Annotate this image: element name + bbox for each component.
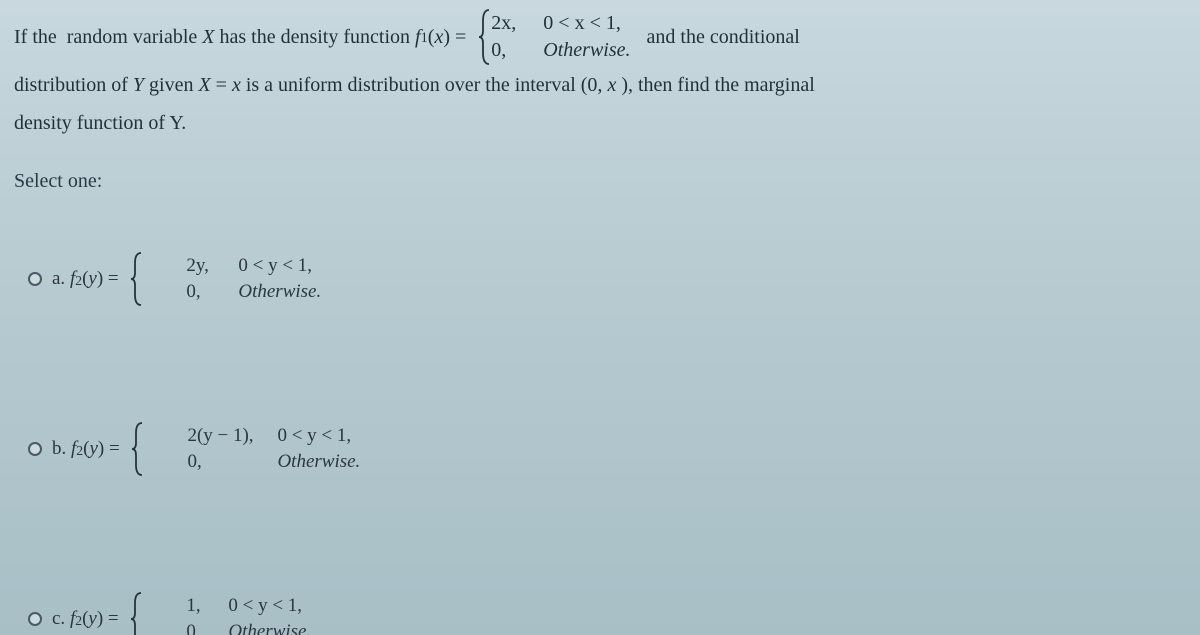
- options-list: a. f 2 ( y ) = 2y, 0 < y < 1,: [14, 207, 1186, 635]
- f1-sub: 1: [421, 25, 428, 52]
- var-Y: Y: [133, 74, 144, 96]
- var-X2: X: [198, 74, 210, 96]
- question-panel: If the random variable X has the density…: [14, 8, 1186, 627]
- var-x-low2: x: [607, 74, 616, 96]
- stem-text-2a: distribution of: [14, 74, 128, 96]
- opt-b-cond2: Otherwise.: [277, 449, 360, 475]
- brace-icon: [477, 8, 491, 66]
- var-X: X: [202, 18, 214, 56]
- opt-sub: 2: [76, 443, 83, 459]
- select-one-label: Select one:: [14, 170, 1186, 193]
- stem-text-2d: is a uniform distribution over the inter…: [246, 74, 608, 96]
- stem-text-2e: ), then find the marginal: [621, 74, 814, 96]
- opt-var: y: [88, 608, 96, 630]
- stem-text-has-density: has the density function: [214, 18, 415, 56]
- opt-letter: c.: [52, 608, 70, 630]
- piecewise-c: 1, 0 < y < 1, 0, Otherwise.: [129, 547, 311, 635]
- radio-a[interactable]: [28, 272, 42, 286]
- question-line-3: density function of Y.: [14, 104, 1186, 142]
- opt-c-cond1: 0 < y < 1,: [228, 593, 302, 619]
- opt-sub: 2: [75, 273, 82, 289]
- opt-letter: b.: [52, 438, 71, 460]
- opt-b-val1: 2(y − 1),: [187, 423, 265, 449]
- opt-c-cond2: Otherwise.: [228, 619, 311, 635]
- stem-text-2b: given: [149, 74, 198, 96]
- option-b-math: b. f 2 ( y ) = 2(y − 1), 0 < y < 1,: [52, 377, 366, 521]
- piece-f1-val1: 2x,: [491, 10, 525, 37]
- opt-letter: a.: [52, 268, 70, 290]
- option-c[interactable]: c. f 2 ( y ) = 1, 0 < y < 1,: [28, 547, 1186, 635]
- opt-close: ) =: [97, 268, 124, 290]
- var-x-low: x: [232, 74, 241, 96]
- question-line-1: If the random variable X has the density…: [14, 8, 1186, 66]
- opt-c-val1: 1,: [186, 593, 216, 619]
- brace-icon: [129, 547, 186, 635]
- f1-arg-x: x: [434, 18, 443, 56]
- piecewise-a: 2y, 0 < y < 1, 0, Otherwise.: [129, 207, 321, 351]
- piece-f1-cond1: 0 < x < 1,: [543, 10, 621, 37]
- opt-c-val2: 0,: [186, 619, 216, 635]
- opt-var: y: [88, 268, 96, 290]
- option-c-math: c. f 2 ( y ) = 1, 0 < y < 1,: [52, 547, 317, 635]
- brace-icon: [129, 207, 186, 351]
- option-a-math: a. f 2 ( y ) = 2y, 0 < y < 1,: [52, 207, 327, 351]
- opt-close: ) =: [98, 438, 125, 460]
- opt-close: ) =: [97, 608, 124, 630]
- radio-c[interactable]: [28, 612, 42, 626]
- opt-a-cond1: 0 < y < 1,: [238, 253, 312, 279]
- stem-text-pre: If the random variable: [14, 18, 202, 56]
- question-line-2: distribution of Y given X = x is a unifo…: [14, 66, 1186, 104]
- piecewise-b: 2(y − 1), 0 < y < 1, 0, Otherwise.: [130, 377, 360, 521]
- option-a[interactable]: a. f 2 ( y ) = 2y, 0 < y < 1,: [28, 207, 1186, 351]
- piecewise-f1: 2x, 0 < x < 1, 0, Otherwise.: [477, 8, 630, 66]
- opt-a-val2: 0,: [186, 279, 226, 305]
- stem-text-post1: and the conditional: [637, 18, 800, 56]
- opt-a-cond2: Otherwise.: [238, 279, 321, 305]
- opt-a-val1: 2y,: [186, 253, 226, 279]
- opt-b-cond1: 0 < y < 1,: [277, 423, 351, 449]
- brace-icon: [130, 377, 187, 521]
- question-stem: If the random variable X has the density…: [14, 8, 1186, 142]
- opt-sub: 2: [75, 613, 82, 629]
- opt-var: y: [89, 438, 97, 460]
- f1-close: ) =: [443, 18, 471, 56]
- piece-f1-cond2: Otherwise.: [543, 37, 630, 64]
- radio-b[interactable]: [28, 442, 42, 456]
- piece-f1-val2: 0,: [491, 37, 525, 64]
- option-b[interactable]: b. f 2 ( y ) = 2(y − 1), 0 < y < 1,: [28, 377, 1186, 521]
- stem-text-2c: =: [216, 74, 232, 96]
- opt-b-val2: 0,: [187, 449, 265, 475]
